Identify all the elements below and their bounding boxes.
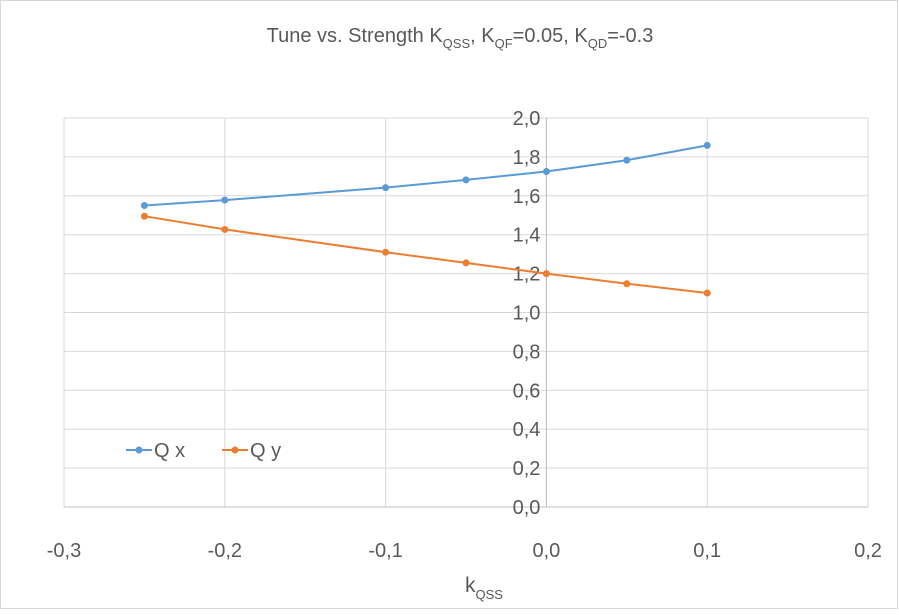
legend-marker-qy xyxy=(231,446,239,454)
chart-title-sep: , K xyxy=(470,25,495,47)
x-axis-title-main: k xyxy=(465,574,476,597)
data-point-qy xyxy=(140,212,148,220)
chart-title-qd-sub: QD xyxy=(588,36,608,51)
y-tick-label: 1,8 xyxy=(513,147,541,169)
data-point-qx xyxy=(140,202,148,210)
chart-title-qf-sub: QF xyxy=(495,36,513,51)
x-tick-label: -0,3 xyxy=(47,540,81,562)
data-point-qy xyxy=(703,289,711,297)
y-tick-label: 1,0 xyxy=(513,303,541,325)
x-tick-label: 0,0 xyxy=(532,540,560,562)
x-tick-label: -0,1 xyxy=(368,540,402,562)
y-tick-label: 0,8 xyxy=(513,341,541,363)
data-point-qy xyxy=(462,259,470,267)
data-point-qy xyxy=(623,280,631,288)
chart-title-main-sub: QSS xyxy=(443,36,471,51)
x-tick-label: -0,2 xyxy=(208,540,242,562)
chart-title-main: Tune vs. Strength K xyxy=(267,25,444,47)
y-tick-label: 1,6 xyxy=(513,186,541,208)
y-tick-label: 2,0 xyxy=(513,108,541,130)
data-point-qx xyxy=(703,141,711,149)
x-axis-title-sub: QSS xyxy=(476,587,504,602)
x-axis-title: kQSS xyxy=(465,574,503,602)
chart-title-qd-value: =-0.3 xyxy=(607,25,653,47)
data-point-qx xyxy=(623,156,631,164)
tick-labels: 0,0 0,2 0,4 0,6 0,8 1,0 1,2 1,4 1,6 1,8 2,0 -0,3 -0,… xyxy=(47,108,882,562)
y-tick-label: 1,2 xyxy=(513,264,541,286)
data-point-qx xyxy=(221,196,229,204)
y-tick-label: 0,4 xyxy=(513,419,541,441)
x-tick-label: 0,1 xyxy=(693,540,721,562)
data-point-qy xyxy=(382,248,390,256)
legend-label-qy: Q y xyxy=(250,440,281,462)
data-point-qy xyxy=(221,225,229,233)
y-tick-label: 0,6 xyxy=(513,380,541,402)
y-tick-label: 1,4 xyxy=(513,225,541,247)
chart-title: Tune vs. Strength KQSS, KQF=0.05, KQD=-0… xyxy=(267,25,654,51)
data-point-qx xyxy=(382,184,390,192)
data-point-qy xyxy=(542,270,550,278)
series xyxy=(140,141,711,297)
data-point-qx xyxy=(462,176,470,184)
chart-title-qf-value: =0.05, K xyxy=(513,25,589,47)
legend-label-qx: Q x xyxy=(154,440,185,462)
legend-marker-qx xyxy=(135,446,143,454)
x-tick-label: 0,2 xyxy=(854,540,882,562)
data-point-qx xyxy=(542,167,550,175)
y-tick-label: 0,2 xyxy=(513,458,541,480)
y-tick-label: 0,0 xyxy=(513,497,541,519)
axes xyxy=(64,118,868,508)
